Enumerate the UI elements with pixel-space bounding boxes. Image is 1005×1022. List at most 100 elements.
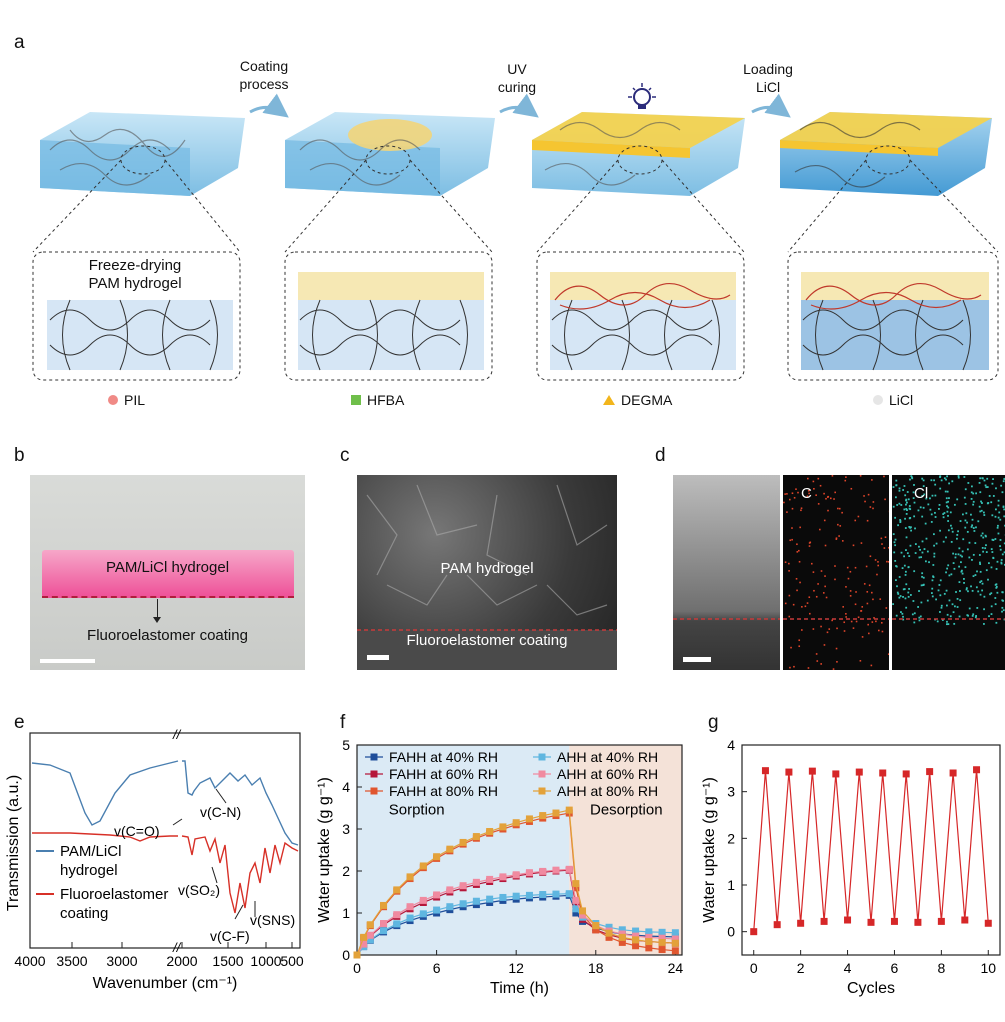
eds-cl-dot bbox=[974, 542, 977, 544]
region-band bbox=[357, 745, 570, 955]
eds-cl-dot bbox=[953, 567, 956, 570]
eds-c-dot bbox=[809, 612, 811, 615]
eds-c-dot bbox=[797, 491, 799, 494]
eds-cl-dot bbox=[1000, 561, 1003, 564]
data-point bbox=[658, 934, 666, 942]
data-point bbox=[592, 922, 600, 930]
eds-cl-dot bbox=[988, 562, 990, 565]
eds-c-dot bbox=[880, 537, 883, 540]
eds-cl-dot bbox=[933, 479, 935, 482]
inset-1-title-line1: Freeze-drying bbox=[88, 257, 182, 274]
eds-c-dot bbox=[824, 585, 826, 588]
data-point bbox=[658, 928, 666, 936]
data-point bbox=[579, 911, 587, 919]
data-point bbox=[512, 892, 520, 900]
eds-c-dot bbox=[796, 589, 798, 592]
eds-c-dot bbox=[817, 477, 820, 480]
eds-cl-dot bbox=[895, 579, 897, 582]
data-point bbox=[393, 886, 401, 894]
eds-cl-dot bbox=[932, 564, 935, 566]
eds-c-dot bbox=[836, 627, 838, 630]
eds-cl-dot bbox=[981, 547, 984, 549]
eds-cl-dot bbox=[902, 596, 904, 598]
eds-cl-dot bbox=[924, 560, 927, 563]
eds-cl-dot bbox=[909, 478, 911, 481]
eds-cl-dot bbox=[971, 589, 974, 592]
chart-e-xtick-label: 500 bbox=[280, 953, 304, 969]
eds-c-dot bbox=[887, 561, 889, 563]
eds-c-dot bbox=[884, 536, 887, 539]
eds-cl-dot bbox=[983, 595, 986, 598]
chart-e-xtick-label: 1500 bbox=[212, 953, 243, 969]
y-tick-label: 1 bbox=[342, 905, 350, 921]
eds-cl-dot bbox=[959, 554, 962, 557]
ann-sns: v(SNS) bbox=[250, 912, 295, 928]
eds-cl-dot bbox=[985, 551, 988, 553]
data-point bbox=[419, 862, 427, 870]
eds-c-dot bbox=[827, 495, 830, 498]
eds-cl-dot bbox=[979, 491, 982, 494]
scale-bar bbox=[40, 659, 95, 663]
data-point bbox=[446, 886, 454, 894]
data-point bbox=[472, 833, 480, 841]
eds-cl-dot bbox=[931, 494, 934, 497]
legend-swatch bbox=[370, 787, 378, 795]
eds-cl-dot bbox=[956, 597, 959, 600]
eds-cl-dot bbox=[898, 489, 901, 492]
data-point bbox=[572, 896, 580, 904]
eds-cl-dot bbox=[979, 570, 982, 573]
eds-cl-dot bbox=[945, 571, 947, 574]
data-point bbox=[618, 933, 626, 941]
eds-c-dot bbox=[795, 488, 797, 490]
eds-cl-dot bbox=[944, 490, 947, 493]
data-point bbox=[380, 901, 388, 909]
eds-cl-dot bbox=[946, 510, 949, 513]
eds-c-dot bbox=[808, 492, 810, 495]
eds-cl-dot bbox=[938, 507, 940, 510]
data-point bbox=[844, 916, 852, 924]
data-point bbox=[499, 873, 507, 881]
data-point bbox=[671, 939, 679, 947]
eds-c-dot bbox=[815, 653, 818, 655]
eds-cl-dot bbox=[919, 548, 921, 551]
eds-cl-dot bbox=[968, 607, 971, 610]
eds-c-dot bbox=[869, 555, 872, 558]
eds-c-dot bbox=[823, 492, 825, 495]
eds-c-dot bbox=[791, 538, 793, 541]
data-point bbox=[406, 903, 414, 911]
eds-cl-dot bbox=[894, 496, 897, 499]
eds-cl-dot bbox=[941, 619, 944, 621]
eds-cl-dot bbox=[913, 515, 916, 518]
eds-cl-dot bbox=[905, 508, 908, 510]
eds-cl-dot bbox=[903, 564, 906, 567]
eds-cl-dot bbox=[975, 526, 977, 529]
data-point bbox=[366, 936, 374, 944]
eds-c-dot bbox=[825, 497, 827, 500]
eds-cl-dot bbox=[943, 512, 946, 514]
eds-c-dot bbox=[854, 519, 857, 522]
data-point bbox=[750, 928, 758, 936]
step-coating-line1: Coating bbox=[239, 58, 289, 74]
eds-cl-dot bbox=[946, 475, 948, 478]
eds-c-dot bbox=[845, 586, 847, 588]
eds-cl-dot bbox=[920, 601, 923, 604]
eds-cl-dot bbox=[921, 515, 924, 518]
eds-cl-dot bbox=[906, 501, 908, 504]
eds-cl-dot bbox=[994, 603, 997, 606]
series-hydrogel-line bbox=[31, 760, 299, 846]
eds-cl-dot bbox=[956, 498, 959, 501]
eds-c-dot bbox=[800, 507, 803, 510]
eds-cl-dot bbox=[947, 500, 950, 503]
eds-c-dot bbox=[827, 509, 829, 512]
eds-c-dot bbox=[872, 598, 874, 601]
eds-cl-dot bbox=[995, 508, 997, 511]
data-point bbox=[855, 768, 863, 776]
eds-cl-dot bbox=[957, 475, 960, 477]
eds-c-dot bbox=[812, 628, 815, 630]
eds-cl-dot bbox=[964, 519, 967, 522]
eds-c-dot bbox=[873, 617, 875, 619]
eds-c-dot bbox=[819, 528, 821, 531]
eds-cl-dot bbox=[995, 568, 998, 570]
eds-c-dot bbox=[796, 543, 798, 546]
eds-c-dot bbox=[883, 547, 886, 549]
